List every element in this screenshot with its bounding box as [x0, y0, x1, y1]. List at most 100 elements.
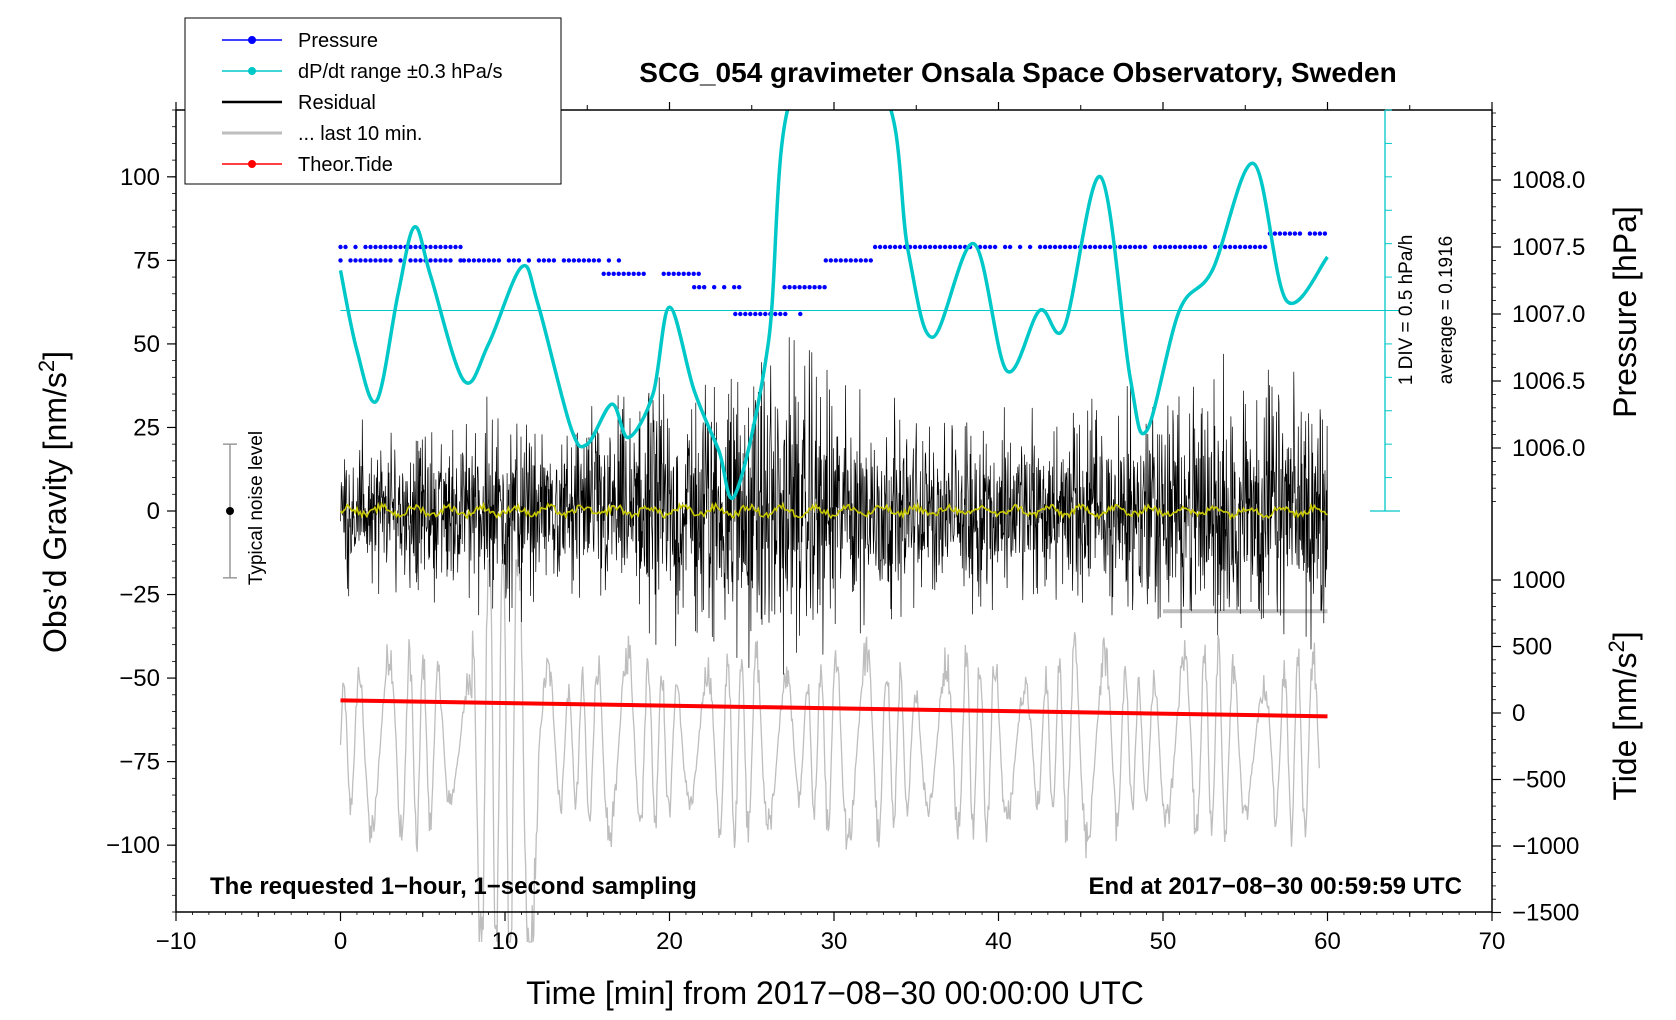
- y-pressure-tick-label: 1006.5: [1512, 368, 1585, 395]
- pressure-point: [1197, 244, 1203, 250]
- pressure-point: [363, 244, 368, 250]
- y-tide-tick-label: 0: [1512, 700, 1525, 727]
- dpdt-average-label: average = 0.1916: [1436, 236, 1457, 384]
- pressure-point: [817, 285, 822, 290]
- pressure-point: [358, 258, 363, 263]
- pressure-point: [671, 271, 676, 276]
- pressure-point: [812, 285, 817, 290]
- pressure-point: [1232, 244, 1238, 250]
- pressure-point: [957, 244, 963, 250]
- pressure-point: [398, 258, 403, 263]
- pressure-point: [616, 271, 621, 276]
- x-tick-label: 0: [334, 928, 347, 955]
- pressure-point: [1107, 244, 1113, 250]
- plot-area: [338, 110, 1329, 943]
- x-tick-label: 30: [821, 928, 848, 955]
- pressure-point: [1152, 244, 1158, 250]
- pressure-point: [606, 271, 611, 276]
- pressure-point: [1277, 231, 1283, 236]
- pressure-point: [343, 244, 348, 250]
- pressure-point: [458, 258, 463, 263]
- pressure-point: [388, 244, 393, 250]
- y-left-tick-label: −75: [119, 749, 160, 776]
- pressure-point: [461, 258, 467, 263]
- pressure-point: [1177, 244, 1183, 250]
- pressure-point: [722, 285, 727, 290]
- pressure-point: [368, 258, 373, 263]
- pressure-point: [797, 285, 802, 290]
- pressure-point: [1227, 244, 1233, 250]
- y-axis-left-label-end: ]: [37, 351, 73, 360]
- pressure-point: [1202, 244, 1208, 250]
- pressure-point: [1027, 244, 1033, 250]
- pressure-point: [763, 311, 768, 317]
- pressure-point: [581, 258, 587, 263]
- pressure-point: [1167, 244, 1173, 250]
- dpdt-div-label: 1 DIV = 0.5 hPa/h: [1396, 235, 1417, 386]
- pressure-point: [758, 311, 763, 317]
- pressure-point: [1087, 244, 1093, 250]
- pressure-point: [368, 244, 373, 250]
- pressure-point: [428, 258, 433, 263]
- pressure-point: [433, 258, 438, 263]
- pressure-point: [1317, 231, 1323, 236]
- legend-label: Residual: [298, 92, 376, 114]
- pressure-point: [591, 258, 597, 263]
- pressure-point: [413, 258, 418, 263]
- residual-series: [340, 337, 1328, 675]
- pressure-point: [378, 258, 383, 263]
- pressure-point: [373, 258, 378, 263]
- pressure-point: [601, 271, 606, 276]
- pressure-point: [1142, 244, 1148, 250]
- pressure-point: [1272, 231, 1278, 236]
- dpdt-series: [338, 110, 1329, 501]
- legend-label: Pressure: [298, 30, 378, 52]
- pressure-point: [792, 285, 797, 290]
- pressure-point: [443, 258, 448, 263]
- x-tick-label: 70: [1479, 928, 1506, 955]
- pressure-point: [626, 271, 631, 276]
- pressure-point: [743, 311, 748, 317]
- residual-line: [340, 337, 1328, 675]
- pressure-point: [428, 244, 433, 250]
- noise-level-label: Typical noise level: [246, 431, 267, 585]
- pressure-point: [506, 258, 512, 263]
- pressure-point: [1287, 231, 1293, 236]
- pressure-point: [1002, 244, 1008, 250]
- dpdt-line: [338, 110, 1329, 501]
- last-10-min-series: [339, 559, 1328, 943]
- pressure-point: [681, 271, 686, 276]
- legend-label: Theor.Tide: [298, 154, 393, 176]
- pressure-point: [1322, 231, 1328, 236]
- pressure-point: [666, 271, 671, 276]
- pressure-point: [691, 271, 696, 276]
- pressure-point: [561, 258, 567, 263]
- pressure-point: [952, 244, 958, 250]
- pressure-point: [1052, 244, 1058, 250]
- y-left-tick-label: −100: [106, 832, 160, 859]
- legend-swatch-marker: [248, 160, 256, 168]
- pressure-point: [1132, 244, 1138, 250]
- pressure-point: [418, 258, 423, 263]
- dpdt-scale: [340, 109, 1400, 512]
- pressure-point: [783, 311, 788, 317]
- pressure-point: [586, 258, 592, 263]
- pressure-point: [782, 285, 787, 290]
- pressure-point: [696, 271, 701, 276]
- pressure-point: [641, 271, 646, 276]
- pressure-point: [448, 258, 453, 263]
- legend-swatch-marker: [248, 36, 256, 44]
- pressure-point: [448, 244, 453, 250]
- pressure-point: [621, 271, 626, 276]
- pressure-point: [1187, 244, 1193, 250]
- pressure-point: [616, 258, 622, 263]
- legend-swatch-marker: [248, 67, 256, 75]
- note-end-time: End at 2017−08−30 00:59:59 UTC: [1088, 873, 1462, 900]
- pressure-point: [1127, 244, 1133, 250]
- pressure-point: [496, 258, 502, 263]
- pressure-point: [486, 258, 492, 263]
- legend-label: ... last 10 min.: [298, 123, 423, 145]
- pressure-point: [576, 258, 582, 263]
- pressure-point: [516, 258, 522, 263]
